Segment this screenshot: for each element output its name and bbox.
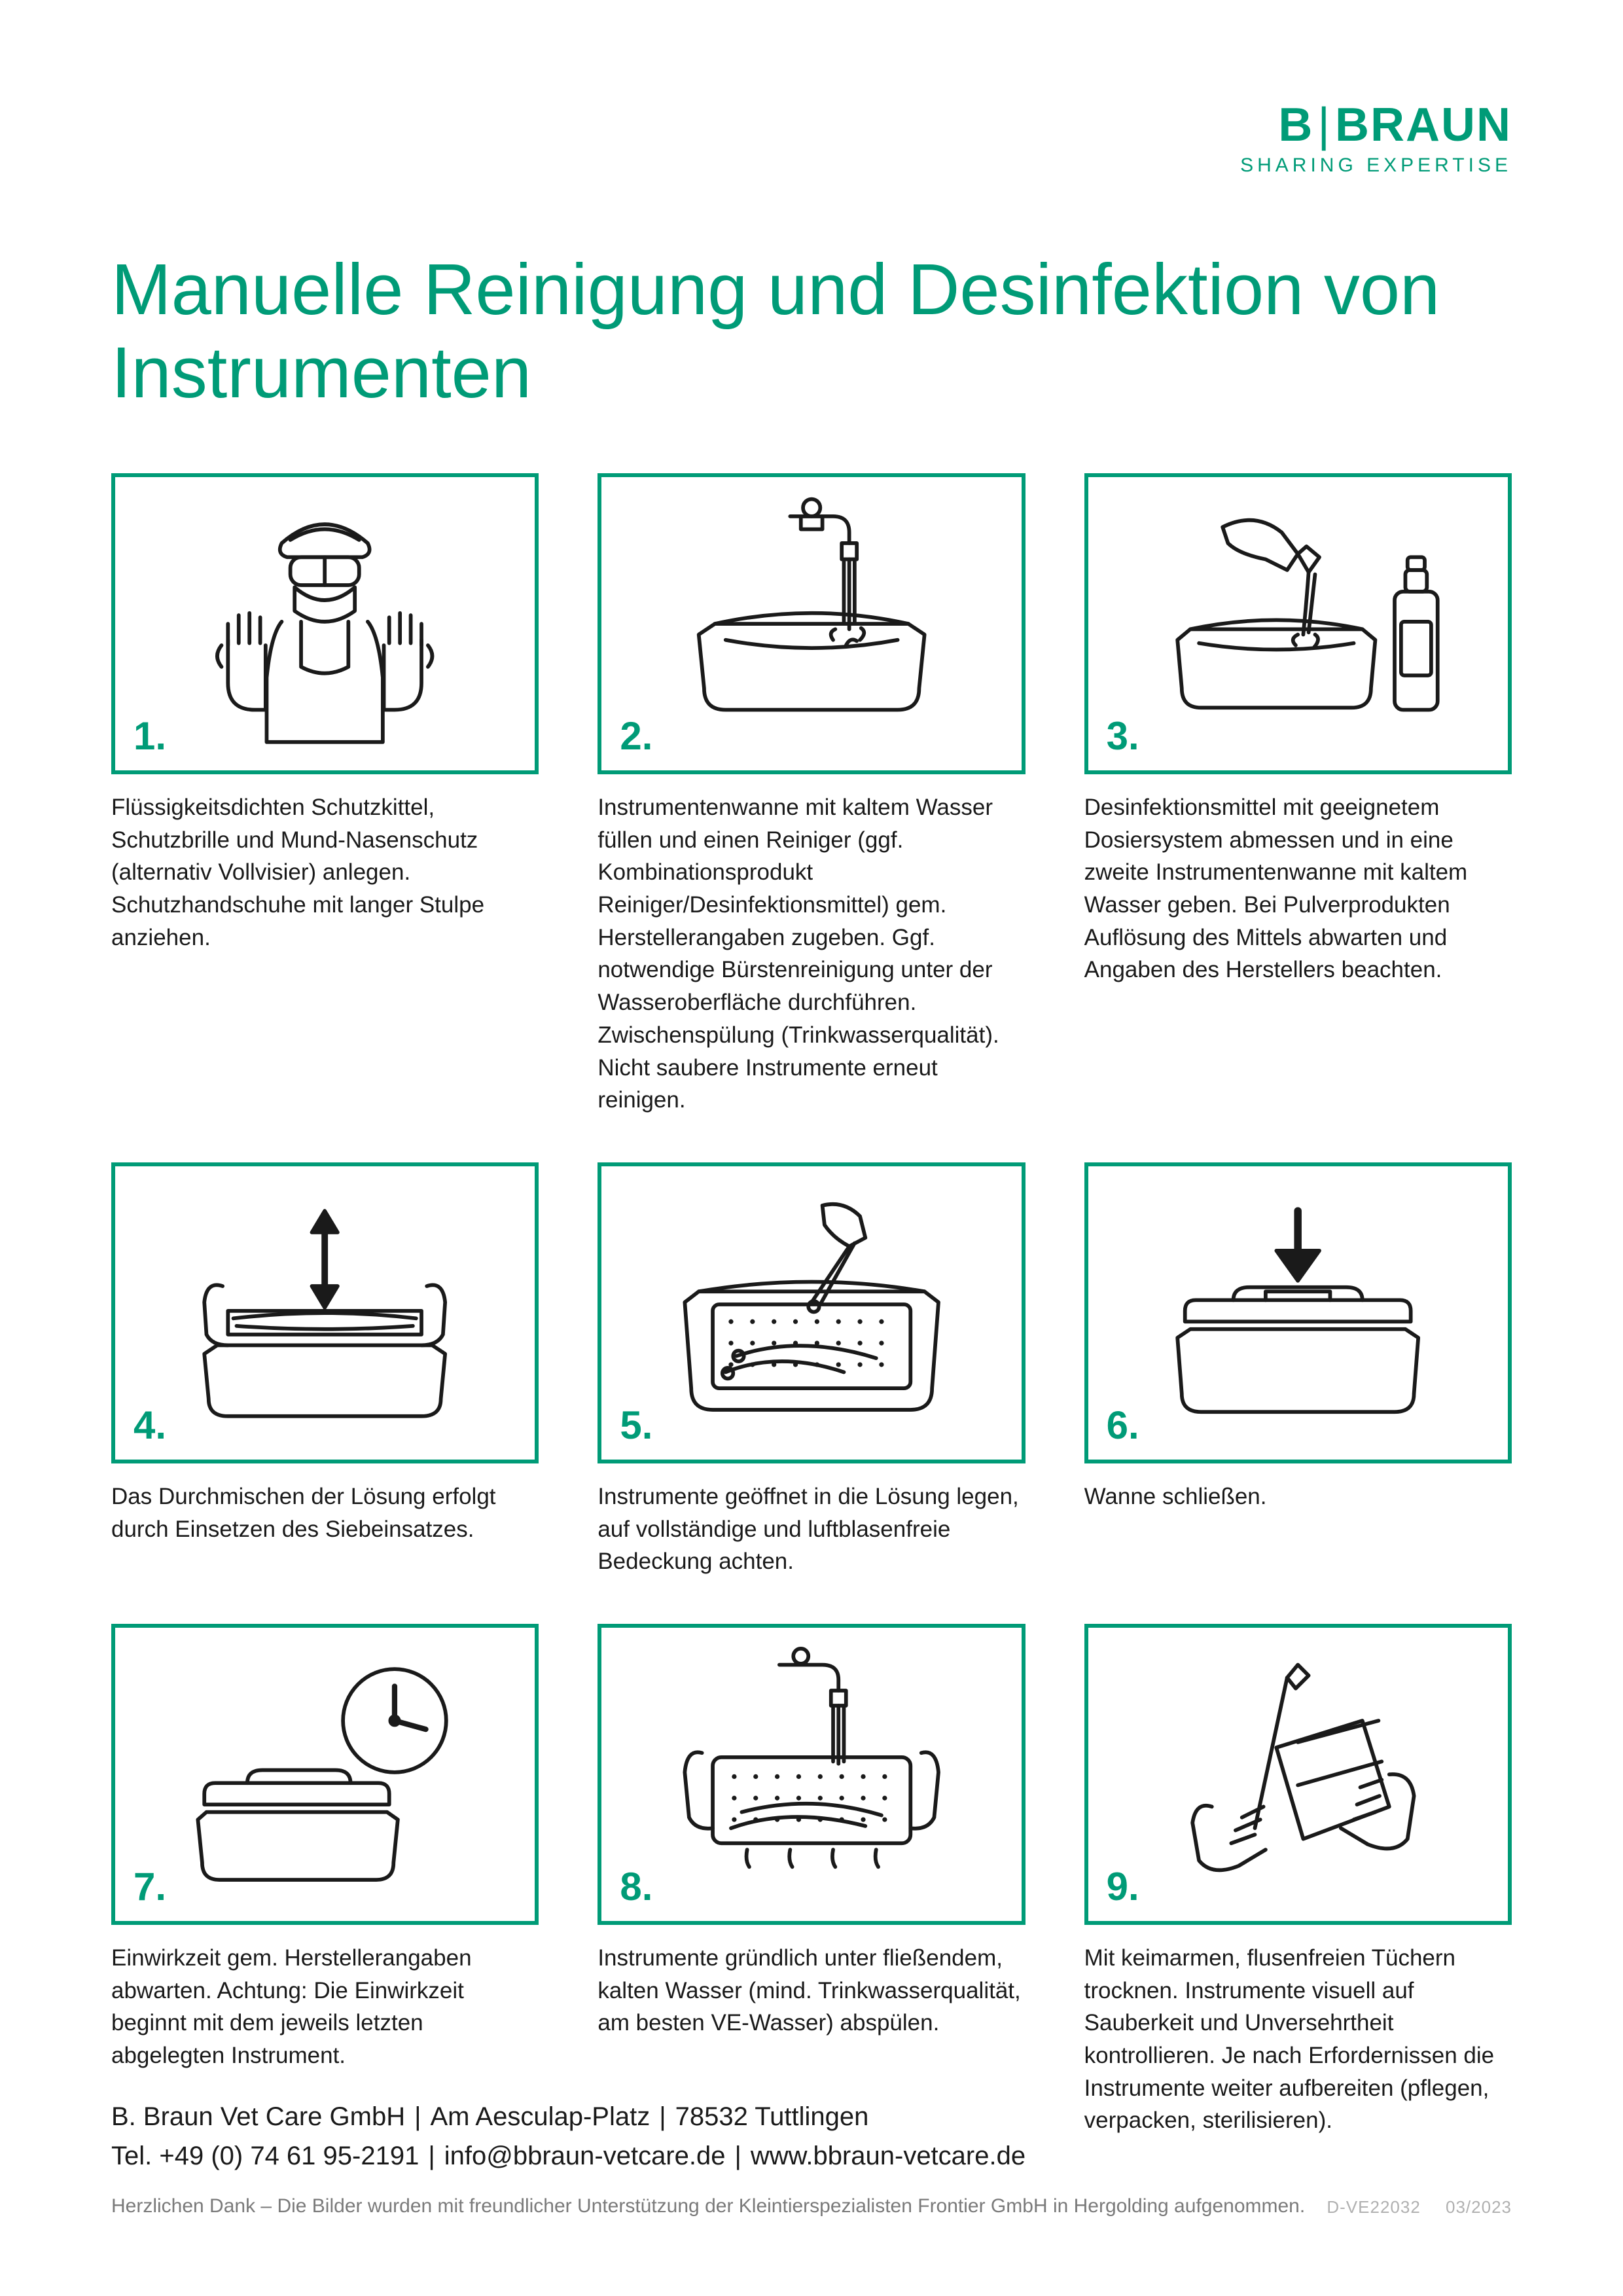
step-3-number: 3. bbox=[1107, 713, 1139, 759]
step-1: 1. Flüssigkeitsdichten Schutzkittel, Sch… bbox=[111, 473, 539, 1117]
step-6-description: Wanne schließen. bbox=[1084, 1480, 1512, 1513]
brand-logo: B|BRAUN SHARING EXPERTISE bbox=[1240, 98, 1512, 177]
footer-doc-code: D-VE22032 03/2023 bbox=[1307, 2197, 1512, 2217]
step-6-illustration bbox=[1088, 1166, 1508, 1460]
step-9-number: 9. bbox=[1107, 1864, 1139, 1909]
step-6: 6. Wanne schließen. bbox=[1084, 1162, 1512, 1578]
step-8-description: Instrumente gründlich unter fließendem, … bbox=[597, 1942, 1025, 2039]
step-2-box: 2. bbox=[597, 473, 1025, 774]
footer-address: Am Aesculap-Platz bbox=[430, 2102, 650, 2131]
brand-name-a: B bbox=[1278, 99, 1313, 151]
step-8-number: 8. bbox=[620, 1864, 652, 1909]
steps-grid: 1. Flüssigkeitsdichten Schutzkittel, Sch… bbox=[111, 473, 1512, 2137]
step-5: 5. Instrumente geöffnet in die Lösung le… bbox=[597, 1162, 1025, 1578]
footer-city: 78532 Tuttlingen bbox=[675, 2102, 869, 2131]
step-6-number: 6. bbox=[1107, 1403, 1139, 1448]
step-7-number: 7. bbox=[134, 1864, 166, 1909]
step-9-box: 9. bbox=[1084, 1624, 1512, 1925]
step-5-box: 5. bbox=[597, 1162, 1025, 1463]
footer-web: www.bbraun-vetcare.de bbox=[751, 2142, 1026, 2170]
step-8-illustration bbox=[601, 1628, 1021, 1921]
footer-contact: B. Braun Vet Care GmbH|Am Aesculap-Platz… bbox=[111, 2097, 1512, 2176]
step-4-description: Das Durchmischen der Lösung erfolgt durc… bbox=[111, 1480, 539, 1545]
step-5-illustration bbox=[601, 1166, 1021, 1460]
brand-tagline: SHARING EXPERTISE bbox=[1240, 154, 1512, 177]
step-7-illustration bbox=[115, 1628, 535, 1921]
step-1-box: 1. bbox=[111, 473, 539, 774]
step-4-box: 4. bbox=[111, 1162, 539, 1463]
brand-separator: | bbox=[1317, 99, 1331, 151]
step-9: 9. Mit keimarmen, flusenfreien Tüchern t… bbox=[1084, 1624, 1512, 2137]
brand-name: B|BRAUN bbox=[1240, 98, 1512, 152]
step-2-illustration bbox=[601, 477, 1021, 770]
step-8: 8. Instrumente gründlich unter fließende… bbox=[597, 1624, 1025, 2137]
footer-code-value: D-VE22032 bbox=[1327, 2197, 1420, 2217]
step-7: 7. Einwirkzeit gem. Herstellerangaben ab… bbox=[111, 1624, 539, 2137]
step-3: 3. Desinfektionsmittel mit geeignetem Do… bbox=[1084, 473, 1512, 1117]
step-3-box: 3. bbox=[1084, 473, 1512, 774]
page-footer: B. Braun Vet Care GmbH|Am Aesculap-Platz… bbox=[111, 2097, 1512, 2217]
footer-thanks: Herzlichen Dank – Die Bilder wurden mit … bbox=[111, 2195, 1512, 2217]
step-3-illustration bbox=[1088, 477, 1508, 770]
step-1-description: Flüssigkeitsdichten Schutzkittel, Schutz… bbox=[111, 791, 539, 954]
step-4-number: 4. bbox=[134, 1403, 166, 1448]
step-4: 4. Das Durchmischen der Lösung erfolgt d… bbox=[111, 1162, 539, 1578]
step-7-description: Einwirkzeit gem. Herstellerangaben abwar… bbox=[111, 1942, 539, 2072]
brand-name-b: BRAUN bbox=[1335, 99, 1512, 151]
step-5-description: Instrumente geöffnet in die Lösung legen… bbox=[597, 1480, 1025, 1578]
step-2-description: Instrumentenwanne mit kaltem Wasser füll… bbox=[597, 791, 1025, 1117]
footer-company: B. Braun Vet Care GmbH bbox=[111, 2102, 405, 2131]
step-3-description: Desinfektionsmittel mit geeignetem Dosie… bbox=[1084, 791, 1512, 986]
page-title: Manuelle Reinigung und Desinfektion von … bbox=[111, 249, 1512, 414]
step-1-number: 1. bbox=[134, 713, 166, 759]
step-2-number: 2. bbox=[620, 713, 652, 759]
step-6-box: 6. bbox=[1084, 1162, 1512, 1463]
step-5-number: 5. bbox=[620, 1403, 652, 1448]
step-9-illustration bbox=[1088, 1628, 1508, 1921]
footer-date-value: 03/2023 bbox=[1446, 2197, 1512, 2217]
footer-email: info@bbraun-vetcare.de bbox=[444, 2142, 726, 2170]
step-1-illustration bbox=[115, 477, 535, 770]
step-2: 2. Instrumentenwanne mit kaltem Wasser f… bbox=[597, 473, 1025, 1117]
step-4-illustration bbox=[115, 1166, 535, 1460]
step-7-box: 7. bbox=[111, 1624, 539, 1925]
step-8-box: 8. bbox=[597, 1624, 1025, 1925]
footer-tel: Tel. +49 (0) 74 61 95-2191 bbox=[111, 2142, 419, 2170]
